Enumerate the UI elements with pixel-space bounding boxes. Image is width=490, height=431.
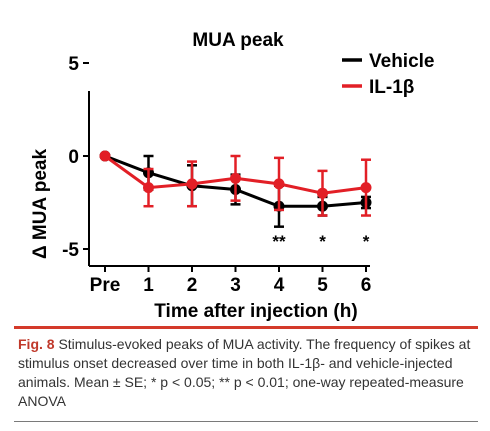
series-layer bbox=[99, 150, 372, 228]
caption-text: Stimulus-evoked peaks of MUA activity. T… bbox=[18, 336, 471, 409]
mua-peak-chart: MUA peak Δ MUA peak Time after injection… bbox=[30, 30, 435, 322]
x-axis-label: Time after injection (h) bbox=[154, 301, 357, 322]
significance-markers: ** * * bbox=[272, 232, 369, 251]
data-point-il1b bbox=[143, 182, 154, 194]
y-tick-label: 5 bbox=[68, 54, 79, 75]
data-point-il1b bbox=[273, 178, 285, 190]
y-ticks: 5 0 -5 bbox=[62, 54, 89, 261]
figure-label: Fig. 8 bbox=[18, 336, 55, 352]
data-point-il1b bbox=[230, 172, 241, 184]
x-tick-label: 3 bbox=[230, 275, 241, 296]
series-il1b bbox=[99, 150, 372, 217]
data-point-il1b bbox=[317, 187, 328, 199]
data-point-il1b bbox=[186, 178, 198, 190]
legend-label: Vehicle bbox=[369, 51, 435, 72]
significance-marker: * bbox=[363, 232, 370, 251]
chart-title: MUA peak bbox=[192, 30, 284, 51]
y-axis-label: Δ MUA peak bbox=[30, 149, 51, 260]
legend-label: IL-1β bbox=[369, 77, 414, 98]
legend: Vehicle IL-1β bbox=[342, 51, 435, 98]
x-tick-label: 2 bbox=[187, 275, 198, 296]
significance-marker: ** bbox=[272, 232, 286, 251]
significance-marker: * bbox=[319, 232, 326, 251]
x-tick-label: 4 bbox=[274, 275, 285, 296]
data-point-il1b bbox=[360, 182, 372, 194]
y-tick-label: 0 bbox=[68, 147, 79, 168]
x-tick-label: Pre bbox=[90, 275, 121, 296]
y-tick-label: -5 bbox=[62, 240, 79, 261]
x-tick-label: 5 bbox=[317, 275, 328, 296]
data-point-il1b bbox=[99, 150, 111, 162]
x-tick-label: 1 bbox=[143, 275, 154, 296]
x-ticks: Pre 1 2 3 4 5 6 bbox=[90, 266, 372, 296]
x-tick-label: 6 bbox=[361, 275, 372, 296]
figure-caption: Fig. 8 Stimulus-evoked peaks of MUA acti… bbox=[14, 326, 478, 422]
